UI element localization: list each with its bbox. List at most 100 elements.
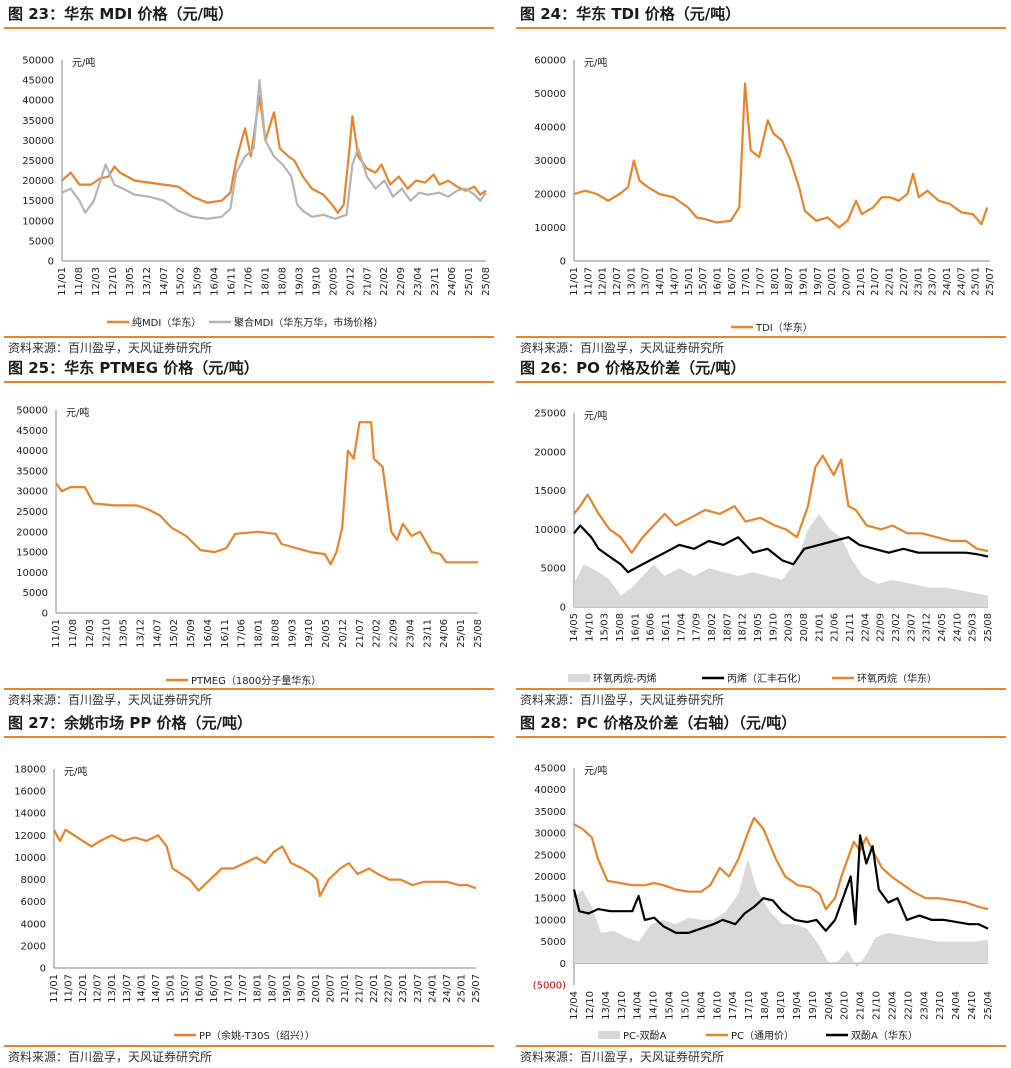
x-tick-label: 23/01 xyxy=(913,267,924,296)
legend-label: 丙烯（汇丰石化） xyxy=(727,672,807,685)
y-tick-label: 50000 xyxy=(22,56,54,67)
y-tick-label: 25000 xyxy=(534,409,566,420)
chart-panel-po: 图 26：PO 价格及价差（元/吨） 元/吨 0 5000 10000 15000 200… xyxy=(516,356,1006,710)
x-tick-label: 13/05 xyxy=(119,619,130,648)
x-tick-label: 23/07 xyxy=(928,267,939,296)
y-tick-label: 25000 xyxy=(22,156,54,167)
series-line-2 xyxy=(573,454,989,554)
series-area-0 xyxy=(574,859,988,968)
y-tick-label: 30000 xyxy=(534,156,566,167)
legend-label: 双酚A（华东） xyxy=(851,1029,918,1042)
x-tick-label: 23/07 xyxy=(413,974,424,1003)
x-tick-label: 17/07 xyxy=(755,267,766,296)
x-tick-label: 24/06 xyxy=(439,619,450,648)
po-price-chart: 元/吨 0 5000 10000 15000 20000 25000 14/05 14/10 15… xyxy=(534,409,994,686)
y-tick-label: 40000 xyxy=(16,446,48,457)
x-tick-label: 15/04 xyxy=(665,991,676,1020)
x-tick-label: 23/01 xyxy=(398,974,409,1003)
x-tick-label: 12/07 xyxy=(93,974,104,1003)
x-tick-label: 19/04 xyxy=(792,991,803,1020)
chart-title: 图 28：PC 价格及价差（右轴）（元/吨） xyxy=(520,714,797,732)
x-tick-label: 23/11 xyxy=(430,267,441,296)
x-tick-label: 25/01 xyxy=(456,619,467,648)
series-line-1 xyxy=(573,816,989,911)
source-rule xyxy=(4,1045,494,1047)
x-tick-label: 23/10 xyxy=(935,991,946,1020)
x-tick-label: 21/07 xyxy=(355,619,366,648)
y-tick-label: 45000 xyxy=(534,764,566,775)
y-tick-label: 20000 xyxy=(534,447,566,458)
unit-label: 元/吨 xyxy=(64,765,87,778)
x-tick-label: 22/01 xyxy=(369,974,380,1003)
y-tick-label: 4000 xyxy=(21,919,46,930)
x-tick-label: 15/08 xyxy=(615,613,626,642)
series-area-0 xyxy=(574,513,988,607)
y-tick-label: 0 xyxy=(40,964,46,975)
x-tick-label: 16/07 xyxy=(727,267,738,296)
y-tick-label: 0 xyxy=(48,257,54,268)
source-note: 资料来源：百川盈孚，天风证券研究所 xyxy=(8,341,213,355)
x-tick-label: 17/01 xyxy=(741,267,752,296)
x-tick-label: 19/10 xyxy=(311,267,322,296)
y-tick-label: 0 xyxy=(560,959,566,970)
x-tick-label: 14/07 xyxy=(152,619,163,648)
x-tick-label: 12/01 xyxy=(598,267,609,296)
y-tick-label: 30000 xyxy=(22,136,54,147)
x-tick-label: 14/05 xyxy=(569,613,580,642)
x-tick-label: 21/07 xyxy=(355,974,366,1003)
x-tick-label: 16/11 xyxy=(220,619,231,648)
y-tick-label: 16000 xyxy=(14,787,46,798)
x-tick-label: 11/07 xyxy=(583,267,594,296)
x-tick-label: 18/04 xyxy=(760,991,771,1020)
unit-label: 元/吨 xyxy=(584,409,607,422)
source-rule xyxy=(4,336,494,338)
unit-label: 元/吨 xyxy=(66,406,89,419)
x-tick-label: 20/05 xyxy=(321,619,332,648)
x-tick-label: 23/12 xyxy=(922,613,933,642)
x-tick-label: 20/08 xyxy=(799,613,810,642)
x-tick-label: 13/01 xyxy=(107,974,118,1003)
y-tick-label: 35000 xyxy=(22,116,54,127)
x-tick-label: 12/10 xyxy=(108,267,119,296)
x-tick-label: 20/03 xyxy=(784,613,795,642)
x-tick-label: 11/01 xyxy=(51,619,62,648)
x-tick-label: 16/07 xyxy=(209,974,220,1003)
source-note: 资料来源：百川盈孚，天风证券研究所 xyxy=(8,1050,213,1064)
source-rule xyxy=(516,336,1006,338)
x-tick-label: 20/04 xyxy=(824,991,835,1020)
y-tick-label: 5000 xyxy=(541,937,566,948)
x-tick-label: 19/03 xyxy=(294,267,305,296)
source-rule xyxy=(516,1045,1006,1047)
y-tick-label: 35000 xyxy=(16,466,48,477)
y-tick-label: 5000 xyxy=(541,564,566,575)
y-tick-label: 0 xyxy=(560,257,566,268)
chart-title: 图 27：余姚市场 PP 价格（元/吨） xyxy=(8,714,253,732)
x-tick-label: 15/01 xyxy=(165,974,176,1003)
x-tick-label: 24/01 xyxy=(942,267,953,296)
x-tick-label: 18/08 xyxy=(270,619,281,648)
x-tick-label: 11/08 xyxy=(74,267,85,296)
mdi-price-chart: 元/吨 0 5000 10000 15000 20000 25000 30000 35000 40… xyxy=(22,56,492,330)
x-tick-label: 20/07 xyxy=(325,974,336,1003)
x-tick-label: 25/04 xyxy=(983,991,994,1020)
x-tick-label: 15/09 xyxy=(193,267,204,296)
pp-price-chart: 元/吨 0 2000 4000 6000 8000 10000 12000 14000 16000… xyxy=(14,765,482,1043)
x-tick-label: 15/07 xyxy=(180,974,191,1003)
series-line-1 xyxy=(61,79,487,220)
source-note: 资料来源：百川盈孚，天风证券研究所 xyxy=(520,693,725,707)
x-tick-label: 21/11 xyxy=(845,613,856,642)
x-tick-label: 16/04 xyxy=(210,267,221,296)
y-tick-label: 0 xyxy=(560,603,566,614)
x-tick-label: 19/10 xyxy=(808,991,819,1020)
x-tick-label: 16/04 xyxy=(203,619,214,648)
x-tick-label: 12/10 xyxy=(102,619,113,648)
y-tick-label: 20000 xyxy=(22,176,54,187)
x-tick-label: 16/06 xyxy=(646,613,657,642)
legend-label: 环氧丙烷（华东） xyxy=(857,672,937,685)
y-tick-label: 20000 xyxy=(534,872,566,883)
y-tick-label: 40000 xyxy=(22,96,54,107)
y-tick-label: 15000 xyxy=(534,486,566,497)
x-tick-label: 18/07 xyxy=(784,267,795,296)
source-rule xyxy=(516,688,1006,690)
